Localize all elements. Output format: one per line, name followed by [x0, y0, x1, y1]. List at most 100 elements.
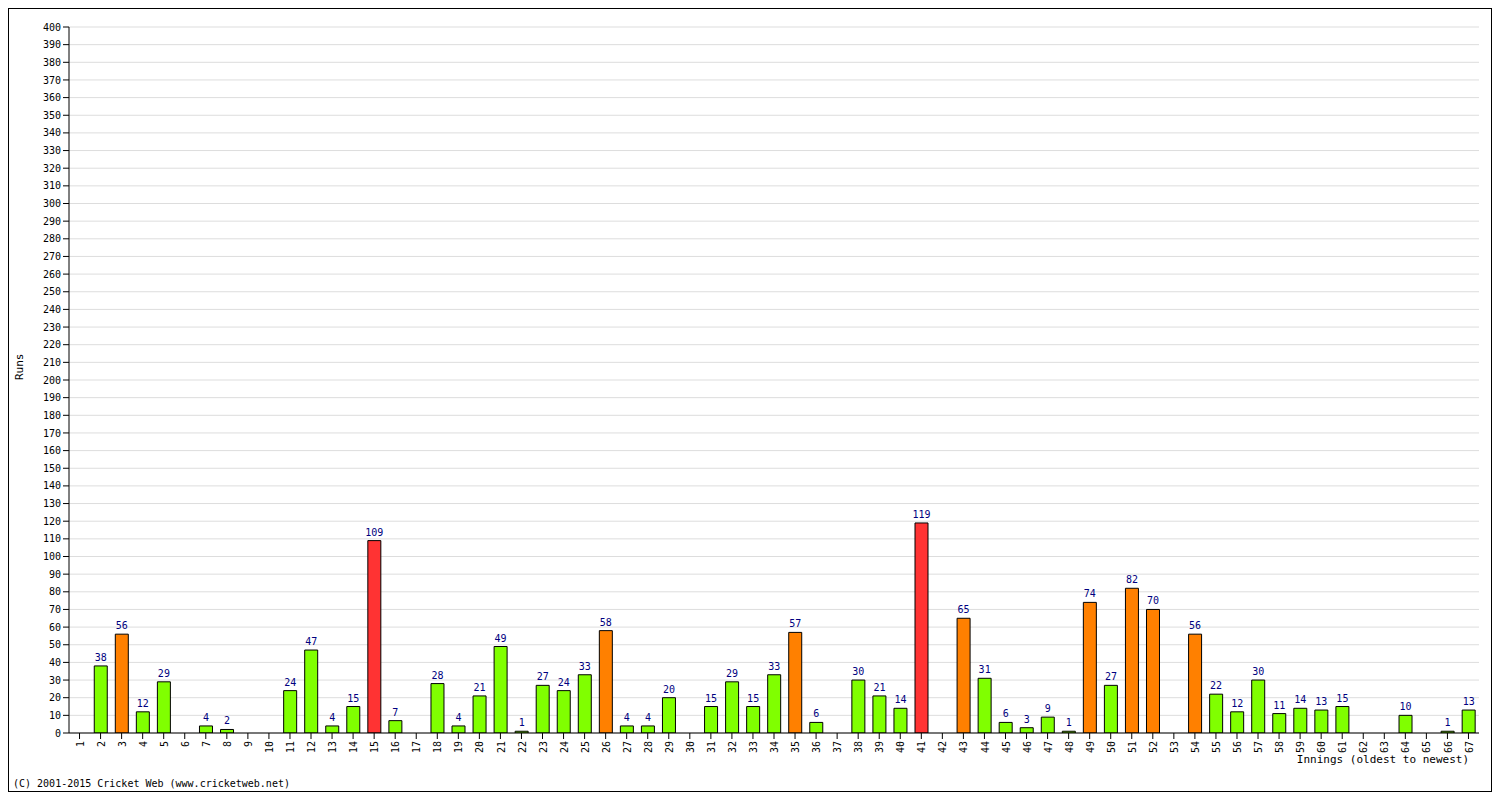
- svg-text:38: 38: [95, 652, 107, 663]
- svg-text:280: 280: [43, 233, 61, 244]
- svg-text:35: 35: [790, 741, 801, 753]
- svg-text:14: 14: [348, 741, 359, 753]
- svg-text:1: 1: [519, 717, 525, 728]
- svg-text:29: 29: [158, 668, 170, 679]
- svg-text:61: 61: [1337, 741, 1348, 753]
- svg-text:49: 49: [495, 633, 507, 644]
- svg-text:43: 43: [959, 741, 970, 753]
- svg-text:340: 340: [43, 127, 61, 138]
- svg-text:370: 370: [43, 75, 61, 86]
- svg-text:65: 65: [958, 604, 970, 615]
- svg-text:57: 57: [1253, 741, 1264, 753]
- svg-text:44: 44: [980, 741, 991, 753]
- svg-text:1: 1: [1066, 717, 1072, 728]
- svg-text:27: 27: [537, 671, 549, 682]
- svg-text:55: 55: [1211, 741, 1222, 753]
- svg-text:140: 140: [43, 480, 61, 491]
- svg-text:27: 27: [1105, 671, 1117, 682]
- svg-text:8: 8: [222, 741, 233, 747]
- svg-text:60: 60: [49, 622, 61, 633]
- svg-text:1: 1: [75, 741, 86, 747]
- svg-text:60: 60: [1316, 741, 1327, 753]
- svg-text:15: 15: [347, 693, 359, 704]
- svg-text:36: 36: [811, 741, 822, 753]
- svg-text:47: 47: [1043, 741, 1054, 753]
- svg-text:52: 52: [1148, 741, 1159, 753]
- svg-text:4: 4: [138, 741, 149, 747]
- svg-text:80: 80: [49, 586, 61, 597]
- svg-text:7: 7: [392, 707, 398, 718]
- svg-text:70: 70: [49, 604, 61, 615]
- svg-text:1: 1: [1445, 717, 1451, 728]
- svg-text:37: 37: [832, 741, 843, 753]
- svg-text:300: 300: [43, 198, 61, 209]
- svg-text:13: 13: [1463, 696, 1475, 707]
- svg-text:4: 4: [329, 712, 335, 723]
- svg-text:82: 82: [1126, 574, 1138, 585]
- svg-text:11: 11: [1273, 700, 1285, 711]
- svg-text:4: 4: [203, 712, 209, 723]
- svg-text:6: 6: [813, 708, 819, 719]
- svg-text:24: 24: [284, 677, 296, 688]
- svg-text:230: 230: [43, 322, 61, 333]
- svg-text:20: 20: [663, 684, 675, 695]
- svg-text:10: 10: [49, 710, 61, 721]
- svg-text:62: 62: [1358, 741, 1369, 753]
- svg-text:Runs: Runs: [13, 354, 26, 381]
- svg-text:3: 3: [1024, 714, 1030, 725]
- svg-text:9: 9: [243, 741, 254, 747]
- svg-text:57: 57: [789, 618, 801, 629]
- svg-text:50: 50: [1106, 741, 1117, 753]
- svg-text:48: 48: [1064, 741, 1075, 753]
- svg-text:33: 33: [748, 741, 759, 753]
- svg-text:24: 24: [559, 741, 570, 753]
- svg-text:59: 59: [1295, 741, 1306, 753]
- svg-text:330: 330: [43, 145, 61, 156]
- svg-text:12: 12: [306, 741, 317, 753]
- svg-text:15: 15: [369, 741, 380, 753]
- svg-text:53: 53: [1169, 741, 1180, 753]
- svg-text:290: 290: [43, 216, 61, 227]
- svg-text:22: 22: [517, 741, 528, 753]
- svg-text:120: 120: [43, 516, 61, 527]
- svg-text:22: 22: [1210, 680, 1222, 691]
- svg-text:220: 220: [43, 339, 61, 350]
- svg-text:250: 250: [43, 286, 61, 297]
- svg-text:29: 29: [664, 741, 675, 753]
- svg-text:150: 150: [43, 463, 61, 474]
- svg-text:56: 56: [116, 620, 128, 631]
- svg-text:28: 28: [643, 741, 654, 753]
- svg-text:49: 49: [1085, 741, 1096, 753]
- svg-text:190: 190: [43, 392, 61, 403]
- svg-text:3: 3: [117, 741, 128, 747]
- svg-text:390: 390: [43, 39, 61, 50]
- svg-text:65: 65: [1421, 741, 1432, 753]
- svg-text:14: 14: [1294, 694, 1306, 705]
- svg-text:34: 34: [769, 741, 780, 753]
- svg-text:25: 25: [580, 741, 591, 753]
- svg-text:20: 20: [49, 692, 61, 703]
- svg-text:210: 210: [43, 357, 61, 368]
- svg-text:64: 64: [1400, 741, 1411, 753]
- svg-text:13: 13: [1315, 696, 1327, 707]
- svg-text:100: 100: [43, 551, 61, 562]
- svg-text:21: 21: [873, 682, 885, 693]
- svg-text:11: 11: [285, 741, 296, 753]
- svg-text:54: 54: [1190, 741, 1201, 753]
- svg-text:90: 90: [49, 569, 61, 580]
- svg-text:6: 6: [1003, 708, 1009, 719]
- svg-text:12: 12: [137, 698, 149, 709]
- svg-text:16: 16: [390, 741, 401, 753]
- svg-text:10: 10: [1400, 701, 1412, 712]
- svg-text:31: 31: [706, 741, 717, 753]
- svg-text:67: 67: [1464, 741, 1475, 753]
- svg-text:50: 50: [49, 639, 61, 650]
- svg-text:23: 23: [538, 741, 549, 753]
- svg-text:56: 56: [1189, 620, 1201, 631]
- svg-text:320: 320: [43, 163, 61, 174]
- svg-text:19: 19: [453, 741, 464, 753]
- svg-text:51: 51: [1127, 741, 1138, 753]
- svg-text:70: 70: [1147, 595, 1159, 606]
- svg-text:32: 32: [727, 741, 738, 753]
- svg-text:109: 109: [365, 527, 383, 538]
